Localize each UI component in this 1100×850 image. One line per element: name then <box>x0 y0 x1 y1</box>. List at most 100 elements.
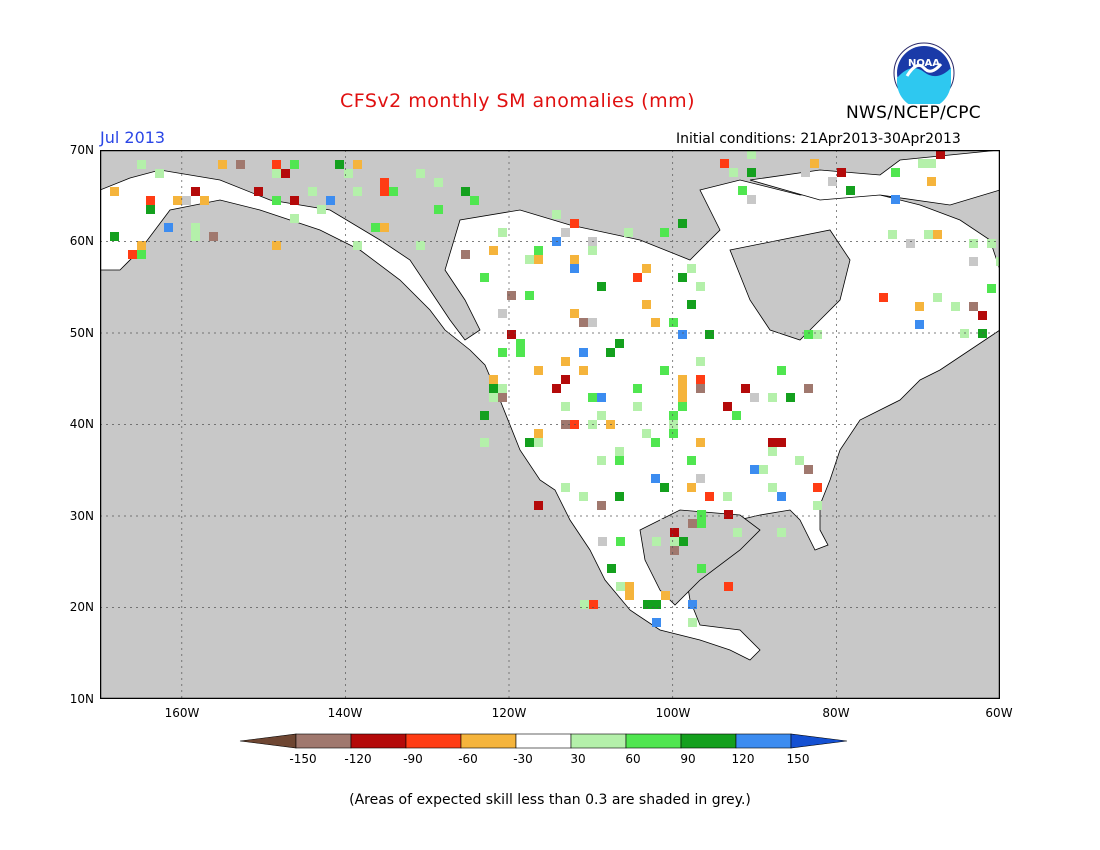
anomaly-cell <box>723 492 732 501</box>
anomaly-cell <box>489 375 498 384</box>
anomaly-cell <box>747 195 756 204</box>
anomaly-cells <box>110 150 1000 627</box>
target-month-label: Jul 2013 <box>100 128 166 147</box>
lat-label-50n: 50N <box>69 326 94 340</box>
anomaly-cell <box>290 160 299 169</box>
anomaly-cell <box>813 330 822 339</box>
anomaly-cell <box>580 600 589 609</box>
anomaly-cell <box>687 264 696 273</box>
colorbar-segment <box>405 733 462 749</box>
anomaly-cell <box>534 246 543 255</box>
lat-label-60n: 60N <box>69 234 94 248</box>
anomaly-cell <box>317 205 326 214</box>
anomaly-cell <box>434 205 443 214</box>
anomaly-cell <box>308 187 317 196</box>
anomaly-cell <box>888 230 897 239</box>
anomaly-cell <box>534 255 543 264</box>
anomaly-cell <box>669 411 678 420</box>
anomaly-cell <box>164 223 173 232</box>
map-title: CFSv2 monthly SM anomalies (mm) <box>340 90 696 112</box>
anomaly-cell <box>579 492 588 501</box>
anomaly-cell <box>804 330 813 339</box>
colorbar-segment <box>570 733 627 749</box>
anomaly-cell <box>200 196 209 205</box>
anomaly-cell <box>516 348 525 357</box>
anomaly-cell <box>561 483 570 492</box>
anomaly-cell <box>218 160 227 169</box>
anomaly-cell <box>335 160 344 169</box>
anomaly-cell <box>687 300 696 309</box>
anomaly-cell <box>696 357 705 366</box>
anomaly-cell <box>933 293 942 302</box>
anomaly-cell <box>616 582 625 591</box>
anomaly-cell <box>987 284 996 293</box>
anomaly-cell <box>777 528 786 537</box>
colorbar-segments <box>239 733 848 749</box>
anomaly-cell <box>678 402 687 411</box>
anomaly-cell <box>498 384 507 393</box>
colorbar-tick: -30 <box>513 752 533 766</box>
anomaly-cell <box>579 366 588 375</box>
anomaly-cell <box>804 384 813 393</box>
anomaly-cell <box>978 311 987 320</box>
lat-label-40n: 40N <box>69 417 94 431</box>
anomaly-cell <box>891 168 900 177</box>
colorbar-tick: 120 <box>731 752 755 766</box>
organization-label: NWS/NCEP/CPC <box>846 103 981 123</box>
anomaly-cell <box>813 501 822 510</box>
anomaly-cell <box>525 255 534 264</box>
anomaly-cell <box>670 528 679 537</box>
anomaly-cell <box>625 582 634 591</box>
anomaly-cell <box>416 241 425 250</box>
anomaly-cell <box>191 232 200 241</box>
anomaly-cell <box>669 420 678 429</box>
lon-label-160w: 160W <box>164 706 200 720</box>
anomaly-cell <box>290 196 299 205</box>
anomaly-cell <box>507 291 516 300</box>
anomaly-cell <box>705 330 714 339</box>
lon-label-80w: 80W <box>822 706 850 720</box>
anomaly-cell <box>353 241 362 250</box>
colorbar-tick: -120 <box>344 752 372 766</box>
anomaly-cell <box>281 169 290 178</box>
anomaly-cell <box>768 438 777 447</box>
anomaly-cell <box>724 510 733 519</box>
anomaly-cell <box>615 456 624 465</box>
colorbar-segment <box>460 733 517 749</box>
anomaly-cell <box>137 250 146 259</box>
anomaly-cell <box>434 178 443 187</box>
anomaly-cell <box>670 546 679 555</box>
anomaly-cell <box>480 273 489 282</box>
anomaly-cell <box>552 384 561 393</box>
anomaly-cell <box>272 241 281 250</box>
anomaly-cell <box>750 393 759 402</box>
anomaly-cell <box>579 318 588 327</box>
anomaly-cell <box>389 187 398 196</box>
anomaly-cell <box>380 187 389 196</box>
anomaly-cell <box>624 228 633 237</box>
anomaly-cell <box>561 375 570 384</box>
lat-label-10n: 10N <box>69 692 94 706</box>
anomaly-cell <box>461 250 470 259</box>
anomaly-cell <box>570 264 579 273</box>
anomaly-cell <box>588 246 597 255</box>
anomaly-cell <box>741 384 750 393</box>
anomaly-cell <box>768 483 777 492</box>
lat-label-30n: 30N <box>69 509 94 523</box>
lat-label-20n: 20N <box>69 600 94 614</box>
anomaly-cell <box>561 357 570 366</box>
anomaly-cell <box>461 187 470 196</box>
anomaly-cell <box>987 239 996 248</box>
anomaly-cell <box>705 492 714 501</box>
anomaly-cell <box>137 241 146 250</box>
anomaly-cell <box>534 501 543 510</box>
anomaly-cell <box>720 159 729 168</box>
anomaly-cell <box>353 160 362 169</box>
anomaly-cell <box>516 339 525 348</box>
lat-lon-grid <box>100 150 1000 699</box>
anomaly-cell <box>915 302 924 311</box>
anomaly-cell <box>697 564 706 573</box>
anomaly-cell <box>660 228 669 237</box>
anomaly-cell <box>660 366 669 375</box>
anomaly-cell <box>927 159 936 168</box>
